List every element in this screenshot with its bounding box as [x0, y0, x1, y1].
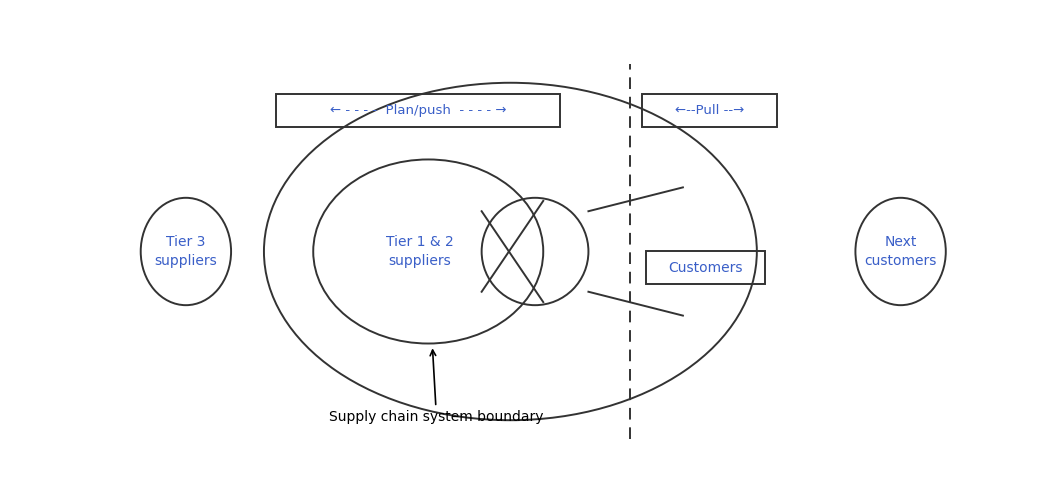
Text: Tier 3
suppliers: Tier 3 suppliers	[155, 235, 217, 268]
Bar	[641, 94, 777, 127]
Text: Next
customers: Next customers	[864, 235, 937, 268]
Text: ←--Pull --→: ←--Pull --→	[675, 104, 744, 117]
Bar	[277, 94, 560, 127]
Text: Customers: Customers	[668, 261, 743, 275]
Text: Tier 1 & 2
suppliers: Tier 1 & 2 suppliers	[386, 235, 454, 268]
Text: Supply chain system boundary: Supply chain system boundary	[330, 350, 544, 424]
Bar	[646, 251, 765, 284]
Text: ← - - - -  Plan/push  - - - - →: ← - - - - Plan/push - - - - →	[330, 104, 507, 117]
